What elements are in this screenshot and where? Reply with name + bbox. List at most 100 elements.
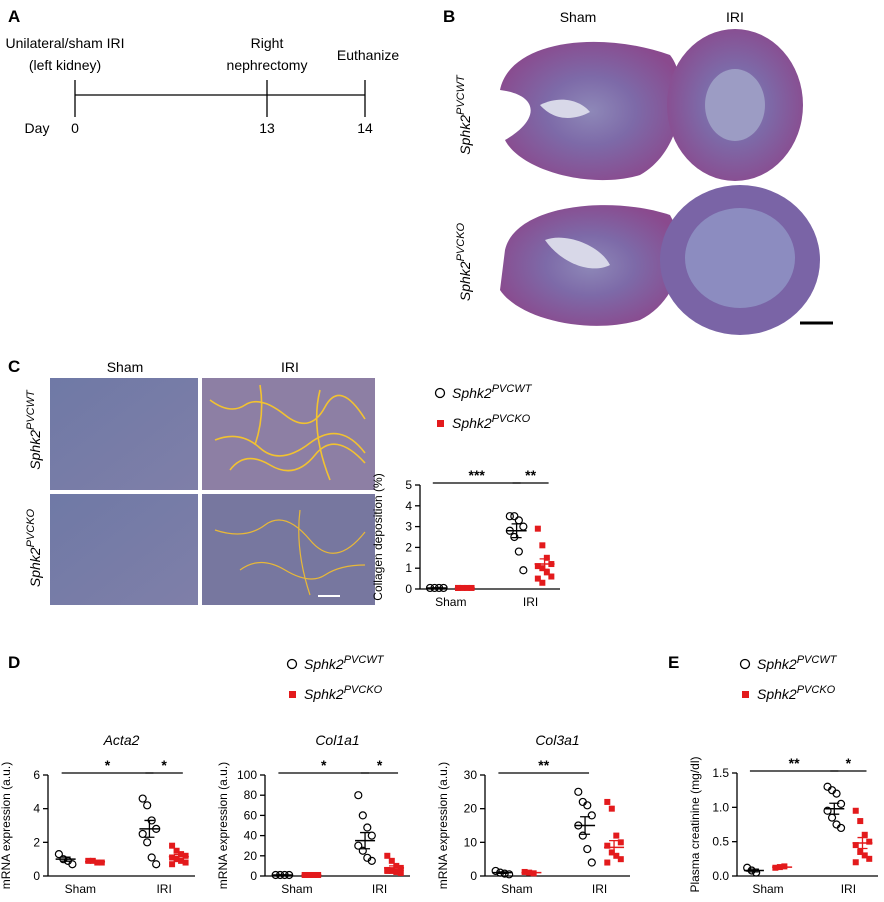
error-bar [609, 840, 620, 855]
data-point [169, 854, 176, 861]
gene-name: Sphk2 [304, 656, 344, 672]
error-bar [389, 865, 400, 871]
significance-label: ** [538, 757, 549, 773]
data-point [510, 512, 519, 521]
data-point [143, 838, 152, 847]
data-point [358, 846, 367, 855]
data-point [182, 859, 189, 866]
event-label: nephrectomy [227, 57, 308, 73]
y-tick-label: 60 [244, 808, 258, 822]
significance-label: *** [469, 467, 486, 483]
error-bar [748, 868, 759, 873]
data-point [608, 849, 615, 856]
data-point [613, 832, 620, 839]
data-point [836, 823, 846, 833]
data-point [587, 858, 596, 867]
data-point [866, 838, 873, 845]
event-label: (left kidney) [29, 57, 101, 73]
y-axis-label: Plasma creatinine (mg/dl) [688, 756, 702, 892]
legend-marker [289, 691, 296, 698]
significance-label: * [377, 757, 383, 773]
gene-superscript: PVCWT [25, 389, 37, 430]
panel-label: E [668, 653, 679, 672]
data-point [587, 811, 596, 820]
data-point [578, 831, 587, 840]
event-label: Euthanize [337, 47, 399, 63]
event-label: Unilateral/sham IRI [5, 35, 124, 51]
event-label: Right [251, 35, 284, 51]
data-point [397, 869, 404, 876]
y-tick-label: 0 [250, 869, 257, 883]
data-point [852, 842, 859, 849]
data-point [832, 789, 841, 798]
y-tick-label: 0 [33, 869, 40, 883]
data-point [169, 842, 176, 849]
legend-marker [742, 691, 749, 698]
x-tick-label: Sham [65, 882, 96, 896]
y-axis-label: mRNA expression (a.u.) [216, 762, 230, 889]
data-point [534, 563, 541, 570]
data-point [583, 844, 592, 854]
error-bar [90, 860, 101, 863]
panel-label: C [8, 357, 20, 376]
data-point [388, 867, 395, 874]
significance-label: * [321, 757, 327, 773]
data-point [152, 860, 161, 869]
panel-label: A [8, 7, 20, 26]
data-point [604, 798, 611, 805]
gene-name: Sphk2 [27, 430, 43, 470]
y-tick-label: 0 [470, 869, 477, 883]
chart-title: Col1a1 [315, 732, 359, 748]
gene-name: Sphk2 [27, 547, 43, 587]
significance-label: ** [525, 467, 536, 483]
kidney-images [500, 29, 833, 335]
data-point [367, 856, 376, 865]
data-point [543, 569, 550, 576]
significance-label: ** [789, 755, 800, 771]
column-label: IRI [281, 359, 299, 375]
data-point [98, 859, 105, 866]
gene-label: Sphk2PVCKO [757, 684, 836, 702]
error-bar [526, 871, 537, 874]
data-point [827, 813, 837, 822]
data-point [354, 841, 363, 850]
data-point [367, 831, 376, 840]
data-point [534, 525, 541, 532]
error-bar [511, 523, 522, 539]
y-tick-label: 1.0 [712, 800, 729, 814]
data-point [548, 573, 555, 580]
y-tick-label: 1.5 [712, 766, 729, 780]
y-axis-label: mRNA expression (a.u.) [0, 762, 13, 889]
error-bar [173, 853, 184, 860]
data-point [178, 857, 185, 864]
data-point [505, 512, 514, 521]
data-point [617, 856, 624, 863]
y-tick-label: 40 [244, 829, 258, 843]
y-tick-label: 0.0 [712, 869, 729, 883]
data-point [857, 818, 864, 825]
data-point [836, 799, 846, 809]
y-tick-label: 1 [405, 561, 412, 575]
x-tick-label: Sham [281, 882, 312, 896]
gene-label: Sphk2PVCWT [452, 383, 533, 401]
y-tick-label: 0.5 [712, 835, 729, 849]
data-point [384, 867, 391, 874]
y-tick-label: 100 [237, 768, 257, 782]
data-point [514, 516, 523, 525]
data-point [539, 579, 546, 586]
error-bar [360, 831, 371, 850]
data-point [534, 575, 541, 582]
axis-label: Day [25, 120, 50, 136]
legend-marker [434, 387, 446, 399]
data-point [852, 859, 859, 866]
column-label: Sham [560, 9, 597, 25]
y-tick-label: 4 [405, 499, 412, 513]
data-point [68, 860, 77, 869]
data-point [85, 857, 92, 864]
gene-label: Sphk2PVCKO [304, 684, 383, 702]
day-label: 14 [357, 120, 373, 136]
data-point [138, 794, 147, 803]
data-point [861, 852, 868, 859]
data-point [543, 554, 550, 561]
gene-name: Sphk2 [757, 656, 797, 672]
